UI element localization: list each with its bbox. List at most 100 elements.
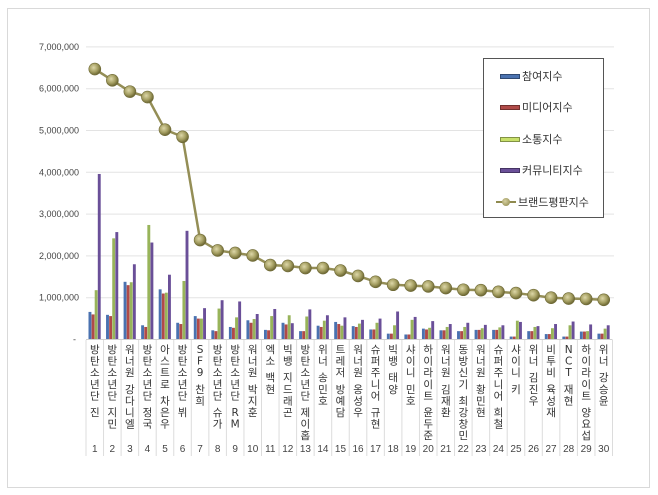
bar xyxy=(235,317,238,340)
bar xyxy=(126,285,130,340)
bar xyxy=(305,316,309,340)
svg-text:니: 니 xyxy=(125,407,135,419)
svg-text:방: 방 xyxy=(178,344,188,356)
svg-text:키: 키 xyxy=(511,384,521,396)
svg-text:너: 너 xyxy=(318,356,328,368)
bar xyxy=(164,292,168,340)
bar xyxy=(196,318,200,340)
x-rank-number: 13 xyxy=(300,444,312,455)
bar xyxy=(176,322,180,340)
x-rank-number: 12 xyxy=(282,444,294,455)
y-axis-ticks: - 1,000,000 2,000,000 3,000,000 4,000,000 5,0… xyxy=(39,42,79,345)
bar xyxy=(551,328,554,340)
legend-line-marker-icon xyxy=(496,198,516,206)
line-marker xyxy=(527,288,540,302)
line-marker xyxy=(316,261,330,275)
bar xyxy=(509,336,513,340)
svg-text:너: 너 xyxy=(476,356,486,368)
bar xyxy=(193,316,197,340)
bar xyxy=(284,324,288,340)
bar xyxy=(351,326,355,340)
bar xyxy=(498,327,502,340)
svg-text:너: 너 xyxy=(599,356,609,368)
svg-text:신: 신 xyxy=(458,367,468,379)
svg-text:년: 년 xyxy=(230,379,240,391)
svg-text:탄: 탄 xyxy=(301,356,311,368)
svg-text:호: 호 xyxy=(318,395,328,407)
svg-text:현: 현 xyxy=(265,384,275,396)
x-category-label: SF9 찬희 xyxy=(195,344,205,407)
svg-text:년: 년 xyxy=(143,379,153,391)
svg-text:강: 강 xyxy=(125,384,135,396)
x-rank-number: 6 xyxy=(180,444,186,455)
svg-text:어: 어 xyxy=(494,390,504,402)
svg-text:소: 소 xyxy=(301,367,311,379)
bar xyxy=(340,325,344,340)
svg-text:방: 방 xyxy=(458,356,468,368)
svg-text:샤: 샤 xyxy=(406,344,416,356)
bar xyxy=(273,308,277,340)
svg-text:강: 강 xyxy=(599,372,609,384)
line-marker xyxy=(158,123,172,136)
svg-text:우: 우 xyxy=(353,407,363,419)
legend-label: 소통지수 xyxy=(522,133,563,146)
bar xyxy=(217,308,221,340)
x-rank-number: 14 xyxy=(317,444,329,455)
svg-text:단: 단 xyxy=(90,390,100,402)
svg-text:재: 재 xyxy=(546,407,556,419)
line-marker xyxy=(562,292,575,305)
svg-text:슈: 슈 xyxy=(371,344,381,356)
bar xyxy=(404,334,408,340)
bar xyxy=(179,324,183,340)
svg-text:단: 단 xyxy=(301,390,311,402)
bar xyxy=(463,326,467,340)
bar xyxy=(448,324,452,340)
svg-text:F: F xyxy=(197,356,203,368)
bar xyxy=(457,331,460,340)
svg-text:비: 비 xyxy=(546,367,556,379)
x-rank-number: 28 xyxy=(563,444,575,455)
line-marker xyxy=(263,258,277,272)
bar xyxy=(299,331,302,340)
svg-text:워: 워 xyxy=(441,343,451,356)
line-marker xyxy=(457,283,470,297)
svg-text:탄: 탄 xyxy=(213,356,223,368)
legend-item-participation: 참여지수 xyxy=(500,69,562,83)
svg-text:퍼: 퍼 xyxy=(371,356,381,368)
svg-text:하: 하 xyxy=(581,343,591,356)
svg-text:니: 니 xyxy=(406,367,416,379)
svg-text:위: 위 xyxy=(529,343,539,356)
legend-label: 미디어지수 xyxy=(522,101,573,114)
svg-text:우: 우 xyxy=(160,419,170,431)
svg-text:이: 이 xyxy=(581,379,591,391)
bar xyxy=(512,336,516,340)
bar xyxy=(185,230,189,340)
svg-text:방: 방 xyxy=(143,344,153,356)
legend-item-media: 미디어지수 xyxy=(500,100,573,114)
bar xyxy=(123,281,127,340)
svg-text:호: 호 xyxy=(406,395,416,407)
svg-text:양: 양 xyxy=(388,384,398,396)
svg-text:규: 규 xyxy=(371,407,381,419)
line-series xyxy=(88,62,611,307)
line-marker xyxy=(386,278,400,292)
svg-text:스: 스 xyxy=(160,356,170,368)
svg-text:워: 워 xyxy=(476,343,486,356)
x-rank-number: 11 xyxy=(265,444,276,455)
svg-text:민: 민 xyxy=(406,384,416,396)
line-marker xyxy=(579,292,593,306)
svg-text:워: 워 xyxy=(125,343,135,356)
bar xyxy=(281,322,285,340)
svg-text:옹: 옹 xyxy=(353,384,363,396)
svg-text:너: 너 xyxy=(248,356,258,368)
bar xyxy=(477,329,481,340)
svg-text:재: 재 xyxy=(441,395,451,407)
